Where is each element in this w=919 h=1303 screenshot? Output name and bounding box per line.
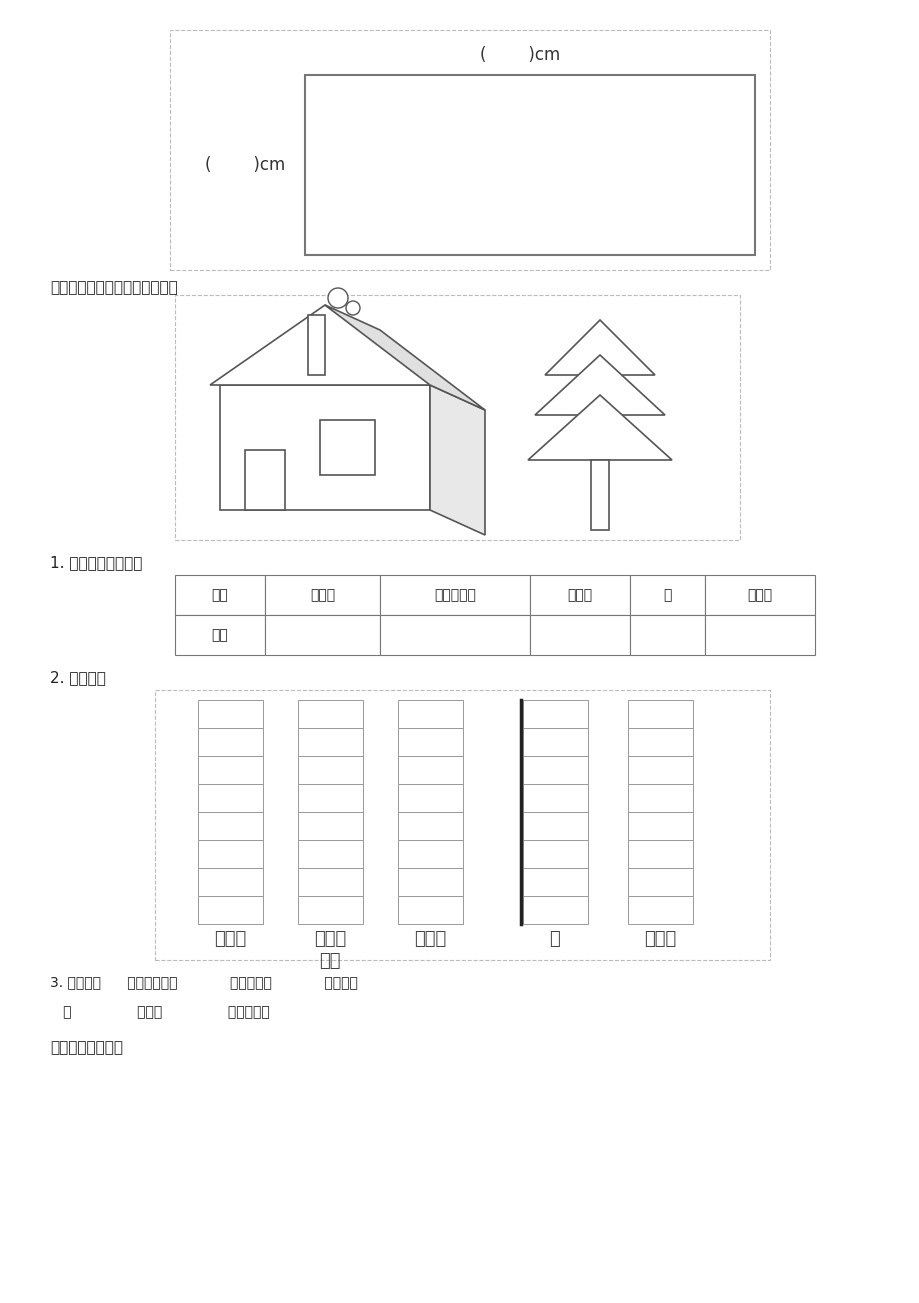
Bar (198, 868, 263, 896)
Text: 三角形: 三角形 (567, 588, 592, 602)
Bar (298, 840, 363, 868)
Bar (220, 384, 429, 509)
Bar (265, 575, 380, 615)
Text: (        )cm: ( )cm (205, 156, 285, 175)
Text: 3. 一共有（      ）个图形，（            ）最多，（            ）最少，: 3. 一共有（ ）个图形，（ ）最多，（ ）最少， (50, 975, 357, 989)
Bar (630, 615, 704, 655)
Text: (        )cm: ( )cm (480, 46, 560, 64)
Bar (298, 812, 363, 840)
Bar (298, 868, 363, 896)
Bar (320, 420, 375, 476)
Text: 圆: 圆 (663, 588, 671, 602)
Bar (198, 756, 263, 784)
Bar (398, 784, 462, 812)
Bar (628, 756, 692, 784)
Polygon shape (210, 305, 439, 384)
Bar (265, 615, 380, 655)
Bar (198, 896, 263, 924)
Bar (380, 615, 529, 655)
Bar (398, 700, 462, 728)
Bar (175, 615, 265, 655)
Bar (529, 575, 630, 615)
Bar (704, 615, 814, 655)
Bar (398, 728, 462, 756)
Bar (305, 76, 754, 255)
Bar (308, 315, 324, 375)
Bar (398, 868, 462, 896)
Text: 六、按要求做题。: 六、按要求做题。 (50, 1040, 123, 1055)
Bar (628, 700, 692, 728)
Text: 长方形: 长方形 (310, 588, 335, 602)
Bar (522, 728, 587, 756)
Bar (590, 460, 608, 530)
Bar (398, 756, 462, 784)
Bar (704, 575, 814, 615)
Bar (628, 868, 692, 896)
Text: 平行四: 平行四 (313, 930, 346, 949)
Bar (198, 784, 263, 812)
Text: 五、数一数，填一填，涂一涂。: 五、数一数，填一填，涂一涂。 (50, 280, 177, 294)
Polygon shape (544, 321, 654, 375)
Bar (628, 840, 692, 868)
Bar (522, 784, 587, 812)
Text: 图形: 图形 (211, 588, 228, 602)
Bar (198, 812, 263, 840)
Circle shape (328, 288, 347, 308)
Bar (628, 728, 692, 756)
Bar (398, 896, 462, 924)
Bar (628, 896, 692, 924)
Bar (298, 784, 363, 812)
Bar (198, 728, 263, 756)
Bar (628, 784, 692, 812)
Polygon shape (324, 305, 484, 410)
Bar (522, 840, 587, 868)
Text: 平行四边形: 平行四边形 (434, 588, 475, 602)
Bar (198, 700, 263, 728)
Bar (154, 691, 769, 960)
Text: 三角形: 三角形 (414, 930, 446, 949)
Bar (630, 575, 704, 615)
Polygon shape (528, 395, 671, 460)
Text: 1. 数一数，填一填。: 1. 数一数，填一填。 (50, 555, 142, 569)
Bar (522, 700, 587, 728)
Text: （               ）和（               ）一样多。: （ ）和（ ）一样多。 (50, 1005, 269, 1019)
Text: 正方形: 正方形 (746, 588, 772, 602)
Bar (380, 575, 529, 615)
Bar (398, 840, 462, 868)
Bar (522, 896, 587, 924)
Bar (244, 450, 285, 509)
Bar (175, 294, 739, 539)
Bar (529, 615, 630, 655)
Bar (175, 575, 265, 615)
Bar (522, 756, 587, 784)
Bar (398, 812, 462, 840)
Bar (298, 896, 363, 924)
Circle shape (346, 301, 359, 315)
Text: 边形: 边形 (319, 952, 340, 969)
Text: 2. 涂一涂。: 2. 涂一涂。 (50, 670, 106, 685)
Text: 正方形: 正方形 (643, 930, 675, 949)
Polygon shape (535, 354, 664, 414)
Bar (198, 840, 263, 868)
Text: 长方形: 长方形 (213, 930, 246, 949)
Bar (628, 812, 692, 840)
Bar (298, 728, 363, 756)
Bar (522, 868, 587, 896)
Text: 圆: 圆 (549, 930, 560, 949)
Bar (298, 756, 363, 784)
Polygon shape (429, 384, 484, 536)
Bar (298, 700, 363, 728)
Text: 个数: 个数 (211, 628, 228, 642)
Bar (170, 30, 769, 270)
Bar (522, 812, 587, 840)
